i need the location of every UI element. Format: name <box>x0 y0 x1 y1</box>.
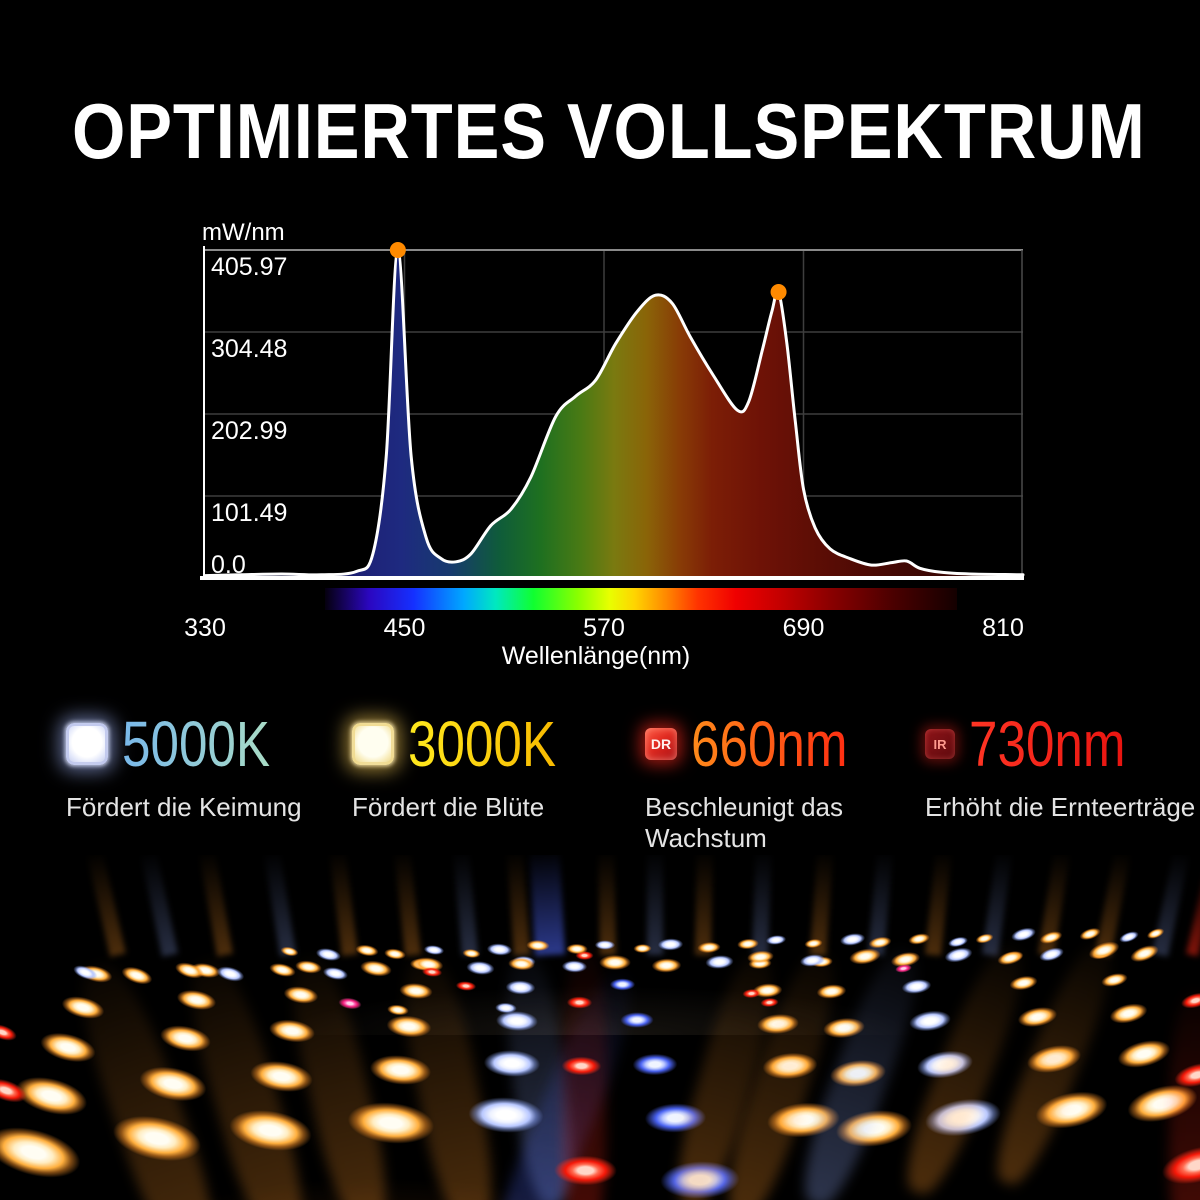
feature-730nm: IR 730nm Erhöht die Ernteerträge <box>925 712 1195 823</box>
led-dot <box>613 1004 661 1036</box>
feature-desc-660nm: Beschleunigt das Wachstum <box>645 792 844 853</box>
led-dot <box>332 990 368 1016</box>
spectrum-plot <box>203 242 1025 580</box>
feature-value-730nm: 730nm <box>969 708 1126 780</box>
led-dot <box>698 947 740 976</box>
led-dot <box>646 951 689 980</box>
feature-value-3000k: 3000K <box>408 708 557 780</box>
light-beam-up <box>393 855 421 956</box>
feature-660nm: DR 660nm Beschleunigt das Wachstum <box>645 712 857 854</box>
led-dot <box>1002 966 1046 1000</box>
feature-5000k: 5000K Fördert die Keimung <box>66 708 302 823</box>
x-tick-label: 330 <box>184 614 226 642</box>
led-dot <box>561 990 597 1014</box>
feature-3000k: 3000K Fördert die Blüte <box>352 712 562 823</box>
led-chip-ir-icon: IR <box>925 729 955 759</box>
led-dot <box>556 954 592 979</box>
feature-desc-3000k: Fördert die Blüte <box>352 792 545 822</box>
led-dot <box>554 1047 610 1085</box>
light-beam-up <box>198 855 233 957</box>
led-chip-5000k-icon <box>66 723 108 765</box>
led-dot <box>490 997 522 1019</box>
x-axis-title: Wellenlänge(nm) <box>501 642 691 670</box>
light-beam-up <box>647 855 663 955</box>
feature-value-660nm: 660nm <box>691 708 848 780</box>
y-axis-unit-label: mW/nm <box>202 219 285 246</box>
feature-desc-730nm: Erhöht die Ernteerträge <box>925 792 1196 822</box>
y-tick-label: 405.97 <box>211 253 288 281</box>
x-tick-label: 450 <box>383 614 426 642</box>
led-dot <box>352 951 400 987</box>
led-chip-3000k-icon <box>352 723 394 765</box>
led-dot <box>451 975 481 997</box>
peak-marker <box>389 242 406 258</box>
led-dot <box>936 938 981 973</box>
led-dot <box>417 961 447 983</box>
light-beam-up <box>452 855 478 956</box>
x-tick-label: 810 <box>982 614 1024 642</box>
led-board-photo <box>0 855 1200 1200</box>
led-dot <box>741 943 781 972</box>
peak-marker <box>770 283 787 300</box>
led-chip-dr-icon: DR <box>645 728 677 760</box>
light-beam-up <box>140 855 178 957</box>
y-tick-label: 202.99 <box>211 416 288 445</box>
led-dot <box>1172 981 1200 1019</box>
x-axis-line <box>200 576 1024 580</box>
led-dot <box>382 998 414 1022</box>
led-dot <box>623 1043 687 1085</box>
page-title: OPTIMIERTES VOLLSPEKTRUM <box>72 87 1146 175</box>
led-dot <box>890 958 916 978</box>
led-dot <box>756 992 784 1012</box>
y-tick-label: 0.0 <box>211 551 246 579</box>
led-dot <box>0 1012 27 1052</box>
light-beam-up <box>1186 855 1200 957</box>
led-dot <box>541 1140 631 1200</box>
x-tick-label: 570 <box>583 614 625 642</box>
led-dot <box>327 1078 455 1168</box>
feature-desc-5000k: Fördert die Keimung <box>66 792 302 822</box>
led-dot <box>502 950 541 977</box>
wavelength-colorbar <box>325 588 957 610</box>
led-dot <box>593 948 637 977</box>
led-dot <box>810 975 854 1007</box>
y-tick-label: 101.49 <box>211 499 288 527</box>
led-dot <box>794 946 832 974</box>
x-tick-label: 690 <box>782 614 825 642</box>
light-beam-up <box>86 855 126 957</box>
y-tick-label: 304.48 <box>211 334 288 363</box>
feature-value-5000k: 5000K <box>122 708 271 780</box>
y-axis-line <box>203 246 205 580</box>
